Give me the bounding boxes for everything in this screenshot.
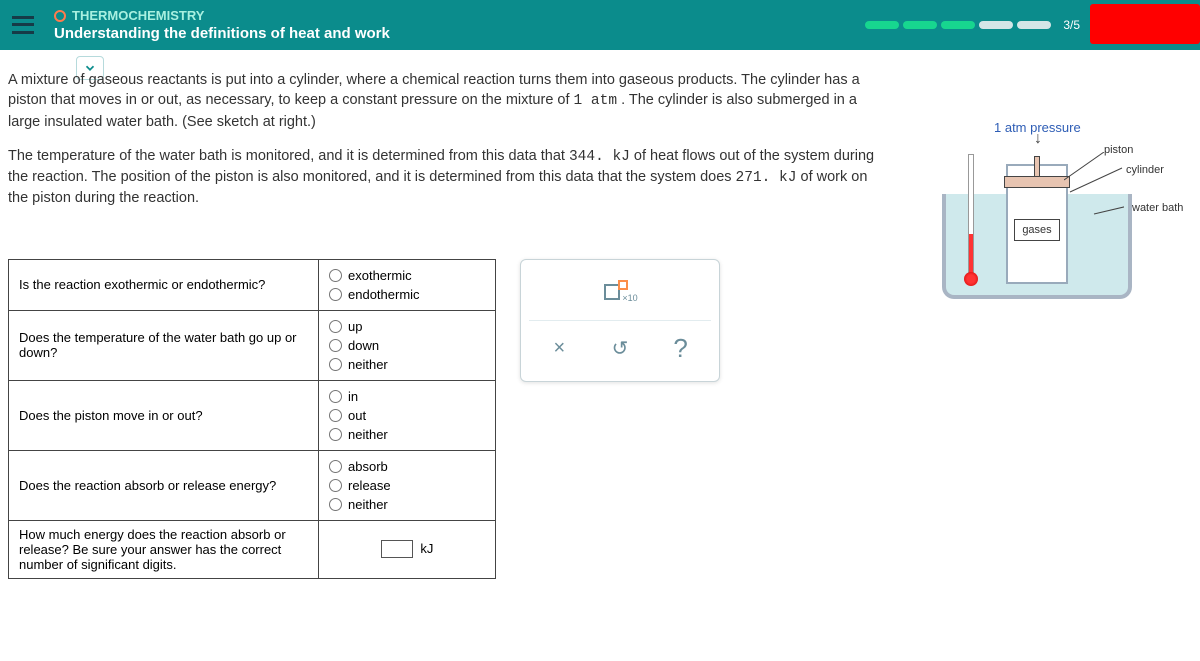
problem-statement: A mixture of gaseous reactants is put in… [8,70,888,209]
radio-neither[interactable] [329,358,342,371]
progress-segment [941,21,975,29]
option-label: neither [348,357,388,372]
radio-absorb[interactable] [329,460,342,473]
piston-rod [1034,156,1040,178]
option-label: out [348,408,366,423]
help-button[interactable]: ? [657,329,705,369]
piston-plate [1004,176,1070,188]
option-label: absorb [348,459,388,474]
option-label: neither [348,497,388,512]
undo-button[interactable]: ↺ [596,329,644,369]
radio-endothermic[interactable] [329,288,342,301]
question-cell: Does the reaction absorb or release ener… [9,450,319,520]
table-row: How much energy does the reaction absorb… [9,520,496,578]
apparatus-diagram: 1 atm pressure ↓ gases piston cylinder w… [934,124,1184,304]
option-label: up [348,319,362,334]
numeric-answer-cell: kJ [319,520,496,578]
pressure-value: 1 atm [574,93,618,109]
option-label: endothermic [348,287,420,302]
table-row: Does the reaction absorb or release ener… [9,450,496,520]
progress-segment [1017,21,1051,29]
thermometer-mercury [969,234,973,274]
radio-up[interactable] [329,320,342,333]
tool-panel: ×10 × ↺ ? [520,259,720,382]
option-label: neither [348,427,388,442]
question-cell: Does the piston move in or out? [9,380,319,450]
gases-box: gases [1014,219,1060,241]
energy-input[interactable] [381,540,413,558]
radio-down[interactable] [329,339,342,352]
app-header: THERMOCHEMISTRY Understanding the defini… [0,0,1200,50]
option-label: release [348,478,391,493]
heat-value: 344. kJ [569,149,630,165]
header-titles: THERMOCHEMISTRY Understanding the defini… [54,8,390,42]
progress-segment [865,21,899,29]
problem-text: The temperature of the water bath is mon… [8,148,569,164]
radio-neither[interactable] [329,428,342,441]
undo-icon: ↺ [612,336,629,361]
radio-exothermic[interactable] [329,269,342,282]
progress-count: 3/5 [1063,18,1080,32]
table-row: Does the temperature of the water bath g… [9,310,496,380]
option-label: exothermic [348,268,412,283]
sci-notation-button[interactable]: ×10 [596,272,644,312]
option-label: down [348,338,379,353]
question-cell: Does the temperature of the water bath g… [9,310,319,380]
progress-segment [903,21,937,29]
table-row: Is the reaction exothermic or endothermi… [9,259,496,310]
thermometer-bulb [964,272,978,286]
question-cell: Is the reaction exothermic or endothermi… [9,259,319,310]
progress-segment [979,21,1013,29]
diagram-label-cylinder: cylinder [1126,164,1164,176]
answer-table: Is the reaction exothermic or endothermi… [8,259,496,579]
topic-label: THERMOCHEMISTRY [54,8,390,23]
question-cell: How much energy does the reaction absorb… [9,520,319,578]
unit-label: kJ [420,541,433,556]
diagram-label-waterbath: water bath [1132,202,1183,214]
radio-release[interactable] [329,479,342,492]
redaction-mark [1090,4,1200,44]
radio-in[interactable] [329,390,342,403]
work-value: 271. kJ [736,170,797,186]
close-icon: × [553,337,565,360]
hamburger-menu-icon[interactable] [12,14,34,36]
arrow-down-icon: ↓ [1034,130,1042,148]
options-cell: absorb release neither [319,450,496,520]
content-area: A mixture of gaseous reactants is put in… [0,50,1200,587]
lesson-title: Understanding the definitions of heat an… [54,25,390,42]
option-label: in [348,389,358,404]
radio-neither[interactable] [329,498,342,511]
options-cell: exothermic endothermic [319,259,496,310]
clear-button[interactable]: × [535,329,583,369]
progress-bar: 3/5 [865,18,1080,32]
help-icon: ? [673,333,687,364]
options-cell: in out neither [319,380,496,450]
radio-out[interactable] [329,409,342,422]
options-cell: up down neither [319,310,496,380]
table-row: Does the piston move in or out? in out n… [9,380,496,450]
